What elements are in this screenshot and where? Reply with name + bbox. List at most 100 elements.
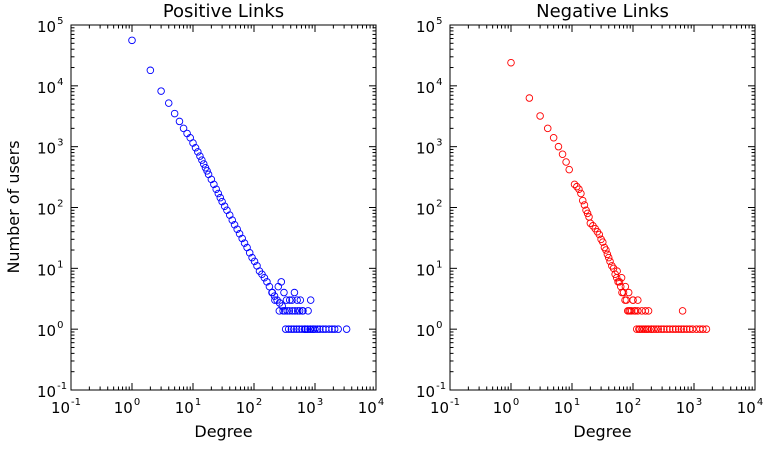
negative-links-data-point: [577, 189, 585, 198]
negative-links-y-tick-exponent: 5: [436, 16, 442, 27]
negative-links-data-point: [665, 325, 674, 333]
positive-links-data-point: [198, 156, 206, 164]
positive-links-data-point: [263, 278, 271, 286]
negative-links-data-point: [678, 307, 687, 315]
positive-links-x-tick-exponent: 0: [134, 397, 140, 408]
positive-links-data-point: [311, 325, 319, 333]
negative-links-data-point: [634, 296, 642, 304]
positive-links-data-point: [281, 325, 290, 333]
positive-links-data-point: [157, 87, 165, 95]
negative-links-data-point: [543, 124, 552, 133]
negative-links-x-tick-exponent: -1: [450, 397, 460, 408]
positive-links-data-point: [303, 325, 312, 333]
negative-links-y-tick-exponent: 3: [436, 138, 442, 149]
positive-links-xlabel: Degree: [194, 422, 252, 441]
positive-links-data-point: [301, 325, 309, 333]
negative-links-data-point: [644, 325, 653, 333]
negative-links-axes-frame: [449, 24, 756, 391]
positive-links-data-point: [199, 160, 208, 168]
positive-links-y-tick-exponent: 3: [57, 138, 63, 149]
negative-links-data-point: [702, 325, 711, 333]
positive-links-data-point: [293, 296, 301, 304]
negative-links-y-tick-exponent: 1: [436, 259, 442, 270]
negative-links-data-point: [641, 307, 650, 315]
negative-links-data-point: [677, 325, 686, 333]
positive-links-data-point: [306, 325, 314, 333]
positive-links-x-tick-exponent: 3: [317, 397, 323, 408]
negative-links-y-tick-exponent: 2: [436, 199, 442, 210]
positive-links-y-tick-exponent: 5: [57, 16, 63, 27]
positive-links-data-point: [196, 152, 204, 160]
negative-links-data-point: [680, 325, 688, 333]
negative-links-data-point: [595, 230, 604, 239]
negative-links-x-tick-exponent: 1: [574, 397, 580, 408]
positive-links-data-point: [304, 307, 312, 315]
negative-links-data-point: [536, 112, 544, 120]
negative-links-data-point: [549, 134, 558, 142]
negative-links-data-point: [624, 288, 633, 297]
positive-links-data-point: [306, 296, 315, 304]
negative-links-data-point: [682, 325, 691, 333]
negative-links-y-tick-exponent: 4: [436, 77, 442, 88]
negative-links-data-point: [671, 325, 680, 333]
negative-links-data-point: [669, 325, 677, 333]
positive-links-data-point: [179, 124, 188, 133]
negative-links-data-point: [606, 257, 614, 266]
positive-links-points: [128, 36, 351, 333]
negative-links-data-point: [525, 94, 534, 102]
negative-links-data-point: [617, 282, 625, 291]
negative-links-data-point: [586, 219, 595, 228]
positive-links-data-point: [298, 325, 306, 333]
positive-links-data-point: [128, 36, 136, 45]
positive-links-data-point: [212, 185, 220, 193]
positive-links-data-point: [280, 288, 288, 297]
positive-links-data-point: [260, 274, 269, 282]
negative-links-data-point: [617, 274, 626, 282]
negative-links-data-point: [634, 307, 642, 315]
positive-links-data-point: [218, 197, 226, 206]
positive-links-data-point: [233, 225, 241, 233]
negative-links-data-point: [573, 182, 581, 191]
positive-links-data-point: [288, 307, 297, 315]
positive-links-data-point: [191, 143, 200, 152]
negative-links-data-point: [507, 58, 515, 67]
negative-links-data-point: [647, 325, 656, 333]
positive-links-title: Positive Links: [163, 1, 284, 22]
positive-links-data-point: [277, 278, 286, 286]
negative-links-x-tick-exponent: 4: [757, 397, 763, 408]
positive-links-data-point: [292, 325, 301, 333]
negative-links-data-point: [688, 325, 697, 333]
negative-links-data-point: [621, 282, 630, 291]
positive-links-data-point: [220, 202, 229, 210]
positive-links-data-point: [146, 66, 155, 75]
positive-links-data-point: [342, 325, 351, 333]
positive-links-data-point: [291, 307, 299, 315]
negative-links-data-point: [554, 142, 563, 151]
positive-links-data-point: [175, 117, 184, 126]
negative-links-xlabel: Degree: [573, 422, 631, 441]
positive-links-data-point: [238, 234, 246, 243]
negative-links-data-point: [583, 209, 592, 218]
negative-links-x-tick-exponent: 0: [513, 397, 519, 408]
negative-links-data-point: [652, 325, 660, 333]
positive-links-data-point: [210, 180, 218, 189]
positive-links-data-point: [313, 325, 322, 333]
negative-links-data-point: [663, 325, 671, 333]
negative-links-data-point: [629, 296, 637, 304]
positive-links-data-point: [275, 307, 284, 315]
positive-links-data-point: [271, 296, 279, 304]
positive-links-data-point: [214, 189, 223, 198]
positive-links-data-point: [293, 307, 302, 315]
positive-links-data-point: [284, 325, 293, 333]
positive-links-data-point: [273, 296, 281, 304]
negative-links-y-tick-exponent: 0: [436, 320, 442, 331]
positive-links-data-point: [288, 296, 296, 304]
negative-links-data-point: [570, 180, 579, 189]
positive-links-ylabel: Number of users: [4, 140, 23, 273]
positive-links-data-point: [268, 288, 277, 297]
positive-links-y-tick-exponent: 4: [57, 77, 63, 88]
negative-links-data-point: [660, 325, 668, 333]
negative-links-data-point: [575, 185, 583, 193]
positive-links-data-point: [290, 325, 298, 333]
